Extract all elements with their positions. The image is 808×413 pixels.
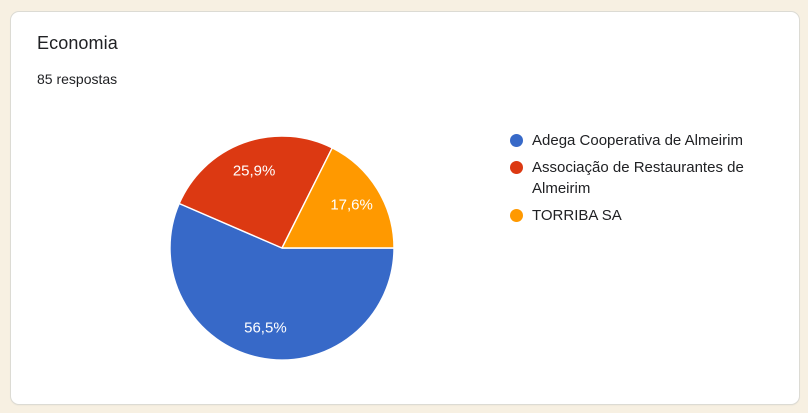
legend-label: Adega Cooperativa de Almeirim [532,132,743,149]
pie-chart-container: 56,5% 25,9% 17,6% [169,135,395,361]
legend-dot-icon [510,209,523,222]
legend-dot-icon [510,161,523,174]
legend-item-0: Adega Cooperativa de Almeirim [510,130,776,151]
legend-item-2: TORRIBA SA [510,205,776,226]
chart-card: Economia 85 respostas 56,5% 25,9% 17,6% Ad… [10,11,800,405]
pie-slice-label: 56,5% [244,320,287,337]
pie-chart: 56,5% 25,9% 17,6% [169,135,395,361]
pie-slice-0[interactable] [169,202,395,361]
pie-slice-2[interactable] [281,147,395,249]
responses-count: 85 respostas [37,71,118,87]
legend: Adega Cooperativa de Almeirim Associação … [510,130,776,226]
page-title: Economia [37,33,118,53]
pie-slice-label: 17,6% [330,197,373,214]
legend-label: TORRIBA SA [532,207,622,224]
legend-dot-icon [510,134,523,147]
legend-item-1: Associação de Restaurantes de Almeirim [510,157,776,199]
pie-slice-1[interactable] [178,135,333,249]
pie-slice-label: 25,9% [233,163,276,180]
legend-label: Associação de Restaurantes de Almeirim [532,159,744,197]
